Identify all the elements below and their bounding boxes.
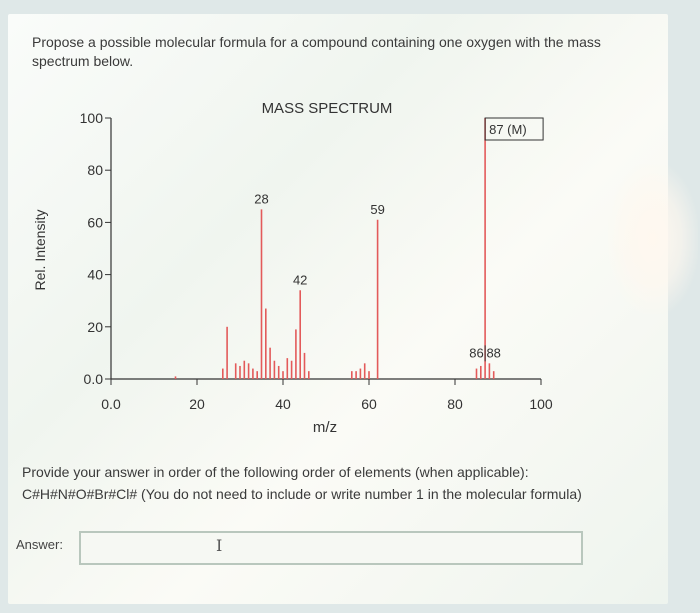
x-tick-label: 80 <box>447 396 463 412</box>
instructions-line-1: Provide your answer in order of the foll… <box>22 464 529 480</box>
molecular-ion-label-box <box>484 117 544 141</box>
chart-axes: 0.0 20 40 60 80 100 0.0 20 40 60 80 100 <box>80 110 553 412</box>
peak-label: 88 <box>486 345 500 360</box>
peak-label: 59 <box>370 202 384 217</box>
x-tick-label: 60 <box>361 396 377 412</box>
x-axis-label: m/z <box>313 419 337 436</box>
chart-peak-labels: 28 42 59 86 88 87 (M) <box>254 117 544 362</box>
answer-input[interactable] <box>79 531 583 565</box>
light-glare <box>608 164 698 314</box>
x-tick-label: 100 <box>529 396 553 412</box>
y-tick-label: 100 <box>80 110 104 126</box>
peak-label: 42 <box>293 272 307 287</box>
y-tick-label: 0.0 <box>84 371 104 387</box>
answer-label: Answer: <box>16 537 63 552</box>
y-tick-label: 20 <box>87 319 103 335</box>
peak-label: 28 <box>254 191 268 206</box>
y-axis-label: Rel. Intensity <box>32 210 48 291</box>
y-tick-label: 40 <box>87 267 103 283</box>
text-cursor-icon: I <box>216 536 223 555</box>
peak-label: 87 (M) <box>489 122 527 137</box>
answer-instructions: Provide your answer in order of the foll… <box>22 461 662 505</box>
question-card <box>8 14 698 604</box>
question-text: Propose a possible molecular formula for… <box>32 34 601 69</box>
x-tick-label: 0.0 <box>101 396 121 412</box>
x-tick-label: 40 <box>275 396 291 412</box>
y-tick-label: 80 <box>87 162 103 178</box>
chart-title: MASS SPECTRUM <box>262 100 393 117</box>
answer-row: Answer: I <box>16 531 596 571</box>
chart-peaks <box>174 118 495 379</box>
instructions-line-2: C#H#N#O#Br#Cl# (You do not need to inclu… <box>22 486 582 502</box>
y-tick-label: 60 <box>87 214 103 230</box>
x-tick-label: 20 <box>189 396 205 412</box>
peak-label: 86 <box>469 345 483 360</box>
